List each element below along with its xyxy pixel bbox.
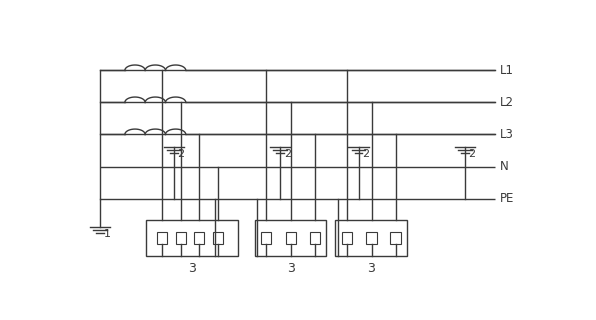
Bar: [390, 232, 401, 244]
Text: 1: 1: [104, 229, 111, 239]
Bar: [157, 232, 167, 244]
Text: 3: 3: [287, 262, 294, 275]
Bar: [342, 232, 352, 244]
Bar: [309, 232, 320, 244]
Bar: [146, 220, 238, 256]
Text: PE: PE: [499, 192, 514, 205]
Bar: [213, 232, 223, 244]
Text: N: N: [499, 160, 508, 173]
Bar: [254, 220, 326, 256]
Text: L3: L3: [499, 128, 513, 141]
Bar: [367, 232, 377, 244]
Bar: [194, 232, 204, 244]
Bar: [285, 232, 296, 244]
Text: 2: 2: [284, 149, 291, 159]
Bar: [261, 232, 271, 244]
Text: 2: 2: [468, 149, 476, 159]
Text: L2: L2: [499, 96, 513, 109]
Bar: [336, 220, 407, 256]
Text: 2: 2: [178, 149, 185, 159]
Text: 2: 2: [362, 149, 370, 159]
Text: 3: 3: [188, 262, 196, 275]
Text: L1: L1: [499, 64, 513, 77]
Text: 3: 3: [368, 262, 375, 275]
Bar: [176, 232, 186, 244]
